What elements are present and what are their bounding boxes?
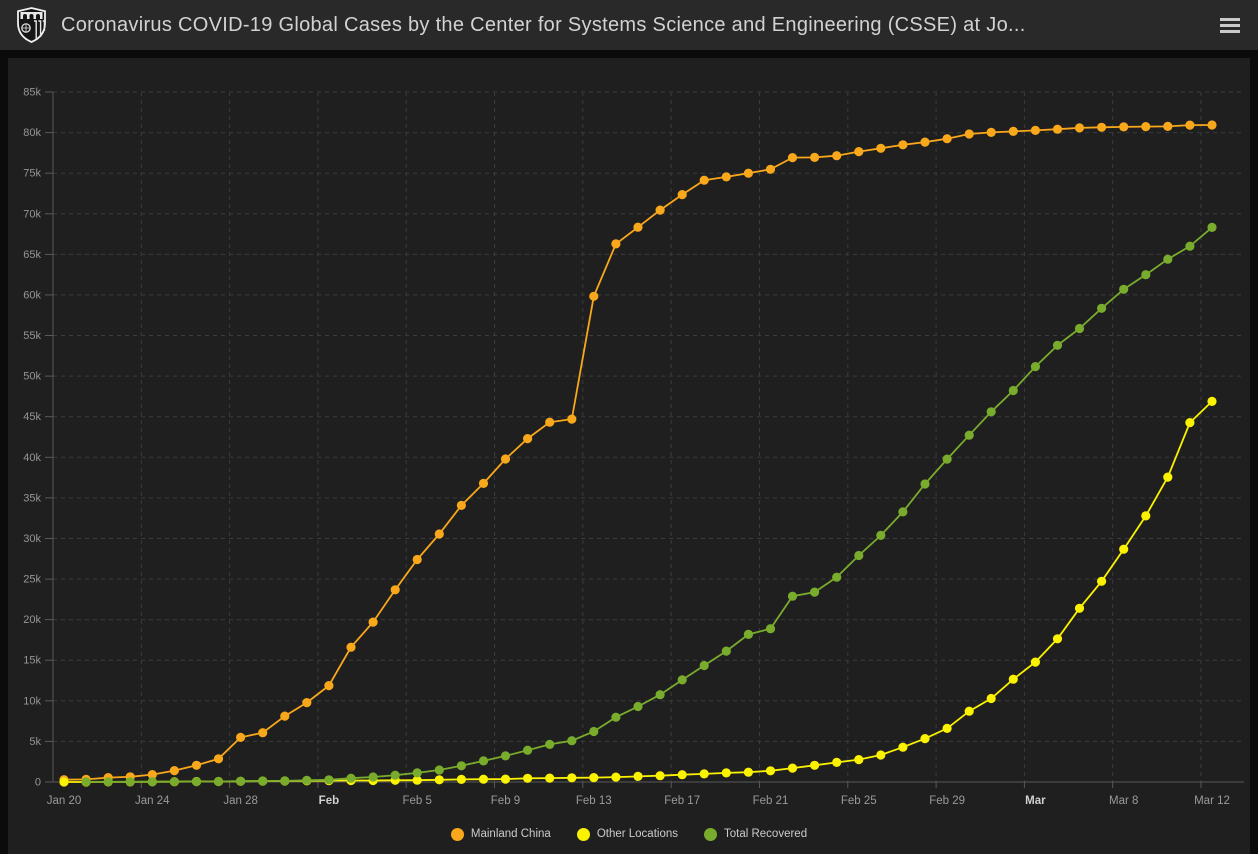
svg-text:Feb 29: Feb 29 bbox=[929, 795, 965, 807]
legend-item-other-locations[interactable]: Other Locations bbox=[576, 827, 678, 841]
svg-text:Feb 17: Feb 17 bbox=[664, 795, 700, 807]
legend-item-total-recovered[interactable]: Total Recovered bbox=[704, 827, 808, 841]
svg-text:Jan 28: Jan 28 bbox=[223, 795, 258, 807]
legend-swatch-total-recovered bbox=[704, 827, 717, 841]
svg-text:Feb 5: Feb 5 bbox=[402, 795, 431, 807]
svg-text:0: 0 bbox=[35, 777, 41, 789]
menu-button[interactable] bbox=[1218, 12, 1242, 39]
svg-text:70k: 70k bbox=[23, 208, 41, 220]
svg-text:Jan 24: Jan 24 bbox=[135, 795, 170, 807]
svg-text:65k: 65k bbox=[23, 249, 41, 261]
chart-panel: 0 5k 10k 15k 20k 25k 30k 35k 40k 45k 50k 55k 60k 65k 7… bbox=[8, 58, 1250, 854]
svg-text:10k: 10k bbox=[23, 695, 41, 707]
legend-label: Other Locations bbox=[596, 828, 678, 840]
svg-text:Feb 13: Feb 13 bbox=[576, 795, 612, 807]
svg-text:80k: 80k bbox=[23, 127, 41, 139]
app-header: Coronavirus COVID-19 Global Cases by the… bbox=[0, 0, 1258, 50]
legend-label: Mainland China bbox=[470, 828, 551, 840]
svg-text:60k: 60k bbox=[23, 289, 41, 301]
svg-text:15k: 15k bbox=[23, 655, 41, 667]
svg-text:30k: 30k bbox=[23, 533, 41, 545]
svg-text:50k: 50k bbox=[23, 371, 41, 383]
legend-swatch-mainland-china bbox=[450, 827, 464, 841]
cases-time-series-chart[interactable]: 0 5k 10k 15k 20k 25k 30k 35k 40k 45k 50k 55k 60k 65k 7… bbox=[8, 58, 1250, 814]
shield-icon bbox=[17, 7, 46, 43]
svg-text:75k: 75k bbox=[23, 168, 41, 180]
svg-text:55k: 55k bbox=[23, 330, 41, 342]
page-title: Coronavirus COVID-19 Global Cases by the… bbox=[61, 13, 1026, 36]
legend-swatch-other-locations bbox=[576, 827, 590, 841]
svg-text:45k: 45k bbox=[23, 411, 41, 423]
chart-legend: Mainland China Other Locations Total Rec… bbox=[8, 814, 1250, 854]
svg-text:Feb 25: Feb 25 bbox=[841, 795, 877, 807]
svg-text:20k: 20k bbox=[23, 614, 41, 626]
legend-item-mainland-china[interactable]: Mainland China bbox=[450, 827, 551, 841]
svg-text:85k: 85k bbox=[23, 87, 41, 99]
svg-text:5k: 5k bbox=[29, 736, 41, 748]
legend-label: Total Recovered bbox=[724, 828, 808, 840]
svg-text:Mar 12: Mar 12 bbox=[1194, 795, 1230, 807]
svg-text:Mar: Mar bbox=[1025, 795, 1046, 807]
svg-text:35k: 35k bbox=[23, 492, 41, 504]
jhu-shield-logo bbox=[16, 7, 47, 43]
svg-text:25k: 25k bbox=[23, 574, 41, 586]
hamburger-icon bbox=[1220, 17, 1240, 21]
svg-text:Feb: Feb bbox=[319, 795, 339, 807]
svg-text:Feb 9: Feb 9 bbox=[491, 795, 520, 807]
svg-text:Jan 20: Jan 20 bbox=[47, 795, 82, 807]
svg-text:Mar 8: Mar 8 bbox=[1109, 795, 1138, 807]
svg-text:40k: 40k bbox=[23, 452, 41, 464]
svg-text:Feb 21: Feb 21 bbox=[753, 795, 789, 807]
